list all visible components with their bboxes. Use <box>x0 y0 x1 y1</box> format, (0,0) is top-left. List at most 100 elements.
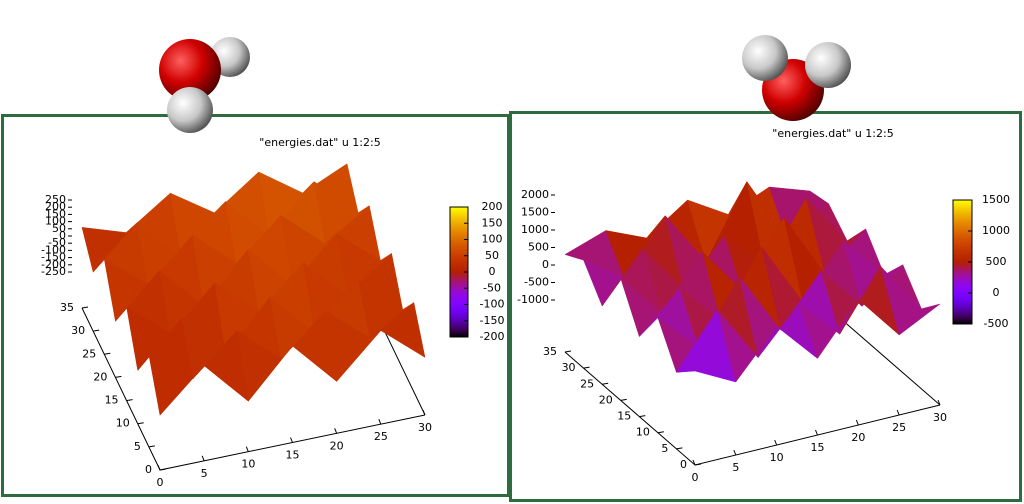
panel-frame <box>1 114 510 497</box>
x-tick-label: 0 <box>157 476 164 489</box>
x-tick <box>201 455 205 462</box>
colorbar-tick-label: -100 <box>480 298 505 311</box>
y-tick <box>126 399 133 402</box>
x-tick-label: 5 <box>201 467 208 480</box>
z-tick-label: -1000 <box>517 293 549 306</box>
z-tick-label: 500 <box>528 241 549 254</box>
surface-cell <box>369 302 426 358</box>
plot-title: "energies.dat" u 1:2:5 <box>259 136 380 149</box>
plots: "energies.dat" u 1:2:5051015202530051015… <box>41 127 1010 489</box>
hydrogen-atom <box>742 35 788 81</box>
y-tick-label: 15 <box>105 394 119 407</box>
x-tick <box>290 437 293 443</box>
y-tick-label: 35 <box>543 345 557 358</box>
x-tick-label: 15 <box>811 441 825 454</box>
y-tick-label: 15 <box>617 410 631 423</box>
colorbar-tick-label: -500 <box>984 317 1009 330</box>
z-tick-label: -50 <box>48 236 66 249</box>
x-tick <box>937 399 941 406</box>
colorbar-tick-label: 1500 <box>982 193 1010 206</box>
z-tick-label: 0 <box>59 229 66 242</box>
colorbar-tick-label: 200 <box>482 200 503 213</box>
x-tick-label: 30 <box>418 421 432 434</box>
y-tick-label: 10 <box>116 417 130 430</box>
y-tick <box>639 415 646 418</box>
z-tick-label: 1500 <box>521 206 549 219</box>
x-tick <box>896 409 900 416</box>
plot-title: "energies.dat" u 1:2:5 <box>772 127 893 140</box>
z-tick-label: 1000 <box>521 223 549 236</box>
x-tick-label: 10 <box>770 451 784 464</box>
colorbar-tick-label: -150 <box>480 314 505 327</box>
colorbar-tick-label: -200 <box>480 330 505 343</box>
hydrogen-atom <box>167 87 213 133</box>
y-tick <box>602 382 609 385</box>
x-tick <box>157 464 161 471</box>
z-tick-label: -250 <box>41 265 66 278</box>
x-tick-label: 25 <box>892 421 906 434</box>
colorbar-tick-label: -50 <box>483 281 501 294</box>
x-tick-label: 10 <box>241 458 255 471</box>
x-tick <box>774 439 778 446</box>
y-tick <box>104 352 111 355</box>
y-tick-label: 25 <box>580 377 594 390</box>
z-tick-label: -200 <box>41 258 66 271</box>
x-tick-label: 0 <box>692 471 699 484</box>
y-tick <box>583 366 590 369</box>
molecule <box>159 37 250 133</box>
z-tick-label: -150 <box>41 251 66 264</box>
x-tick-label: 15 <box>286 449 300 462</box>
y-tick <box>676 447 683 450</box>
colorbar-tick-label: 0 <box>489 265 496 278</box>
z-tick-label: -500 <box>524 276 549 289</box>
y-tick-label: 0 <box>145 463 152 476</box>
y-tick-label: 20 <box>93 370 107 383</box>
z-tick-label: 50 <box>52 222 66 235</box>
surface-cell <box>880 266 941 336</box>
z-tick-label: 150 <box>45 207 66 220</box>
molecule <box>742 35 851 121</box>
y-tick-label: 5 <box>661 442 668 455</box>
colorbar-tick-label: 500 <box>986 255 1007 268</box>
y-tick-label: 0 <box>680 458 687 471</box>
y-tick-label: 30 <box>562 361 576 374</box>
x-tick <box>815 429 818 436</box>
hydrogen-atom <box>805 42 851 88</box>
x-tick <box>334 428 338 434</box>
z-tick-label: 0 <box>542 258 549 271</box>
x-tick <box>245 446 249 452</box>
z-tick-label: 2000 <box>521 188 549 201</box>
x-tick <box>692 459 696 466</box>
y-tick <box>115 375 122 378</box>
y-tick-label: 35 <box>60 301 74 314</box>
z-tick-label: 200 <box>45 200 66 213</box>
y-tick <box>657 431 664 434</box>
z-tick-label: -100 <box>41 243 66 256</box>
colorbar-tick-label: 100 <box>482 233 503 246</box>
y-tick-label: 25 <box>82 347 96 360</box>
x-tick-label: 20 <box>330 439 344 452</box>
y-tick-label: 30 <box>71 324 85 337</box>
x-tick <box>855 419 859 426</box>
y-tick <box>159 468 167 471</box>
y-tick <box>148 445 155 448</box>
colorbar-tick-label: 1000 <box>982 224 1010 237</box>
y-tick <box>137 422 144 425</box>
x-tick-label: 25 <box>374 430 388 443</box>
x-tick <box>378 418 382 425</box>
y-tick <box>620 398 627 401</box>
x-tick-label: 5 <box>732 461 739 474</box>
y-tick <box>81 306 89 309</box>
x-tick-label: 30 <box>933 411 947 424</box>
y-tick-label: 20 <box>599 393 613 406</box>
y-tick <box>93 329 100 332</box>
y-tick-label: 5 <box>134 440 141 453</box>
colorbar-tick-label: 0 <box>993 286 1000 299</box>
colorbar-tick-label: 50 <box>485 249 499 262</box>
x-tick <box>733 449 737 456</box>
z-tick-label: 100 <box>45 215 66 228</box>
y-tick <box>564 350 572 353</box>
x-tick-label: 20 <box>851 431 865 444</box>
y-tick <box>694 463 702 466</box>
